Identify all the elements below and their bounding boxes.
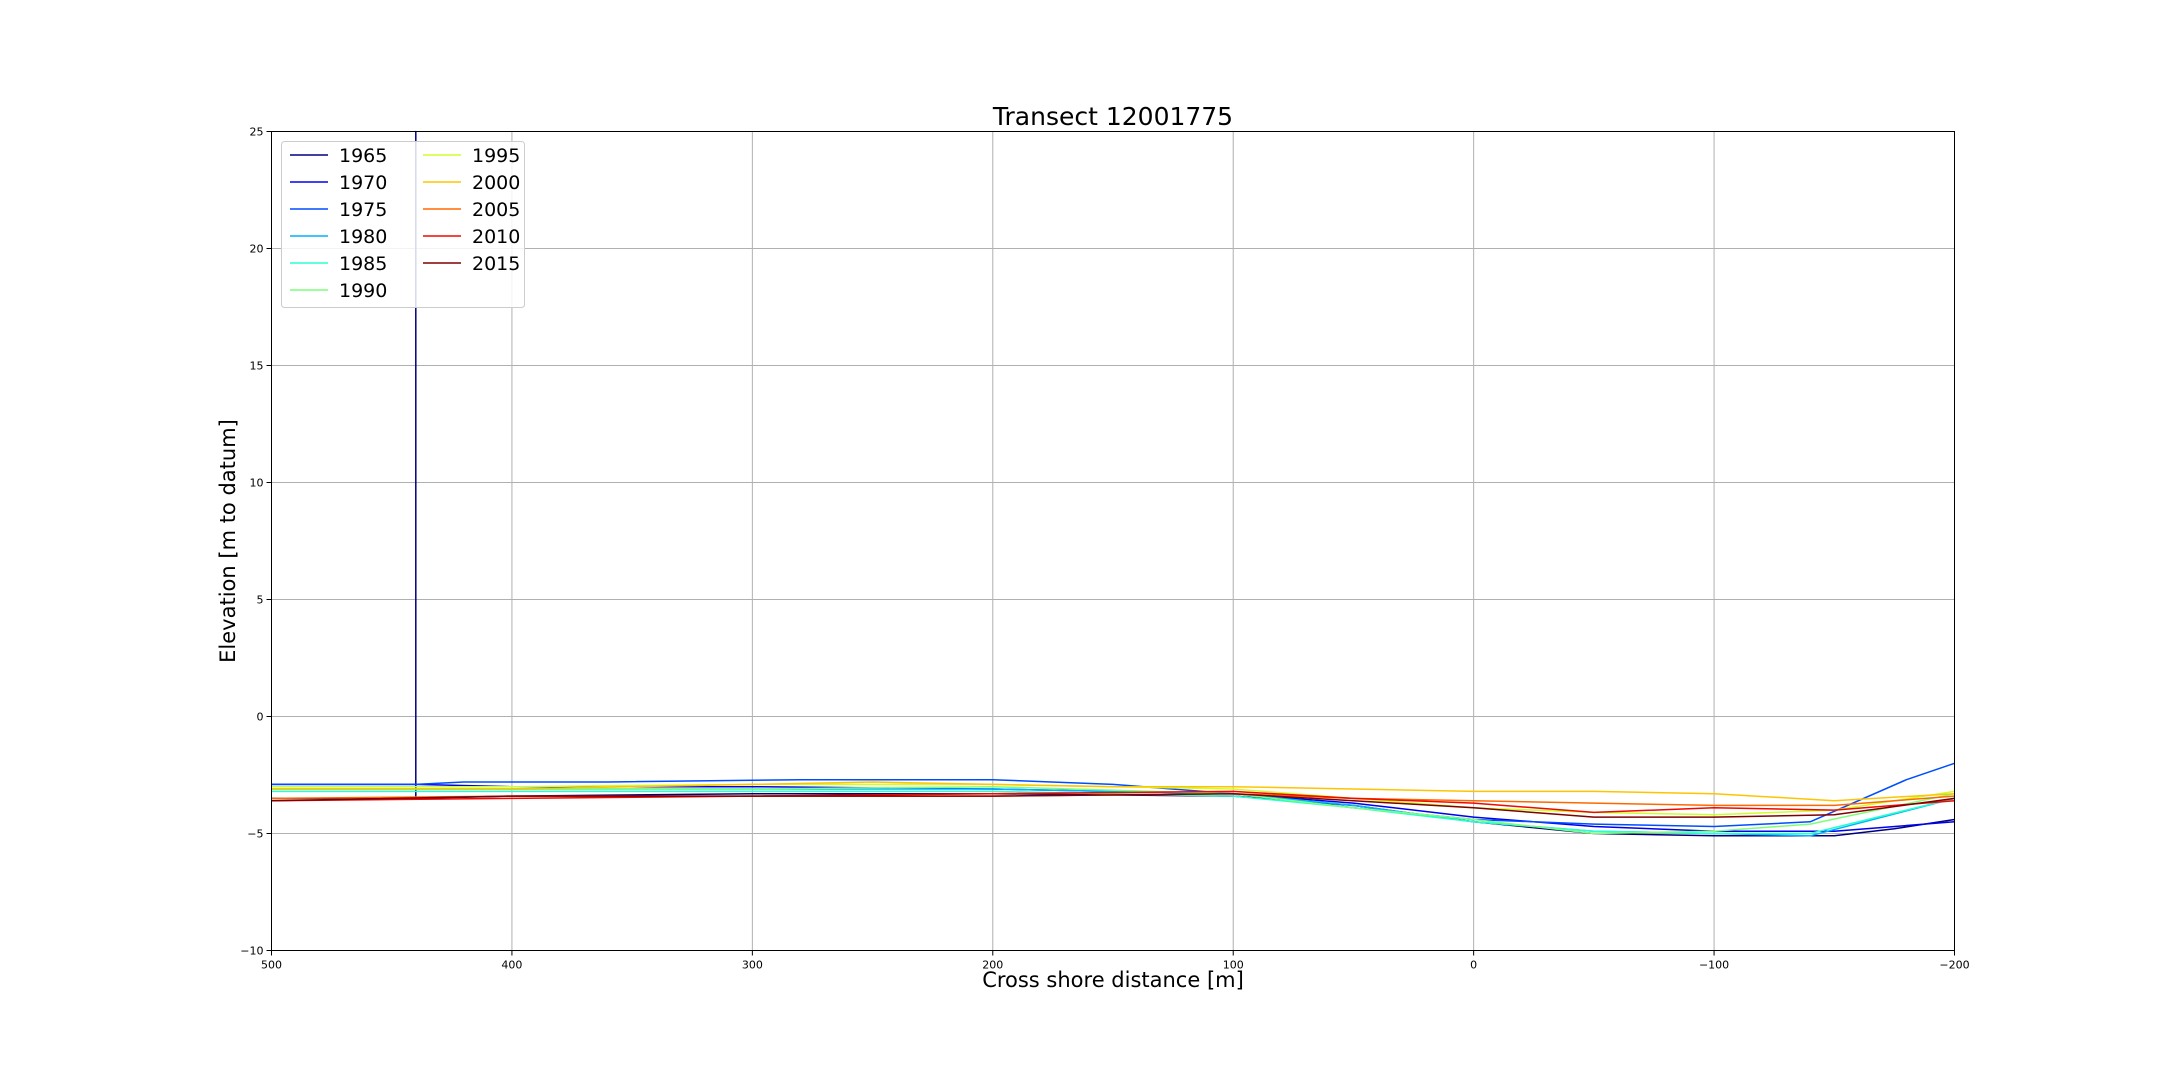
- legend-label: 2015: [472, 253, 520, 275]
- legend-label: 2005: [472, 199, 520, 221]
- x-tick-label: 100: [1223, 959, 1244, 972]
- x-axis-ticks: 500 400 300 200 100 0 −100 −200: [261, 950, 1970, 972]
- y-tick-label: 5: [257, 594, 264, 607]
- plot-area-frame: [271, 131, 1955, 951]
- x-tick-label: −200: [1939, 959, 1969, 972]
- legend-label: 1985: [339, 253, 387, 275]
- x-tick-label: 300: [742, 959, 763, 972]
- y-tick-label: 20: [250, 243, 264, 256]
- x-tick-label: 200: [982, 959, 1003, 972]
- x-tick-label: −100: [1699, 959, 1729, 972]
- y-tick-label: −5: [247, 828, 263, 841]
- series-line-2015: [271, 792, 1955, 818]
- legend-label: 1970: [339, 172, 387, 194]
- y-tick-label: −10: [240, 945, 263, 958]
- legend-label: 1980: [339, 226, 387, 248]
- legend-label: 1975: [339, 199, 387, 221]
- y-axis-label: Elevation [m to datum]: [216, 419, 240, 663]
- series-line-2010: [271, 790, 1955, 814]
- chart-title: Transect 12001775: [992, 102, 1233, 131]
- legend-label: 2000: [472, 172, 520, 194]
- x-tick-label: 0: [1470, 959, 1477, 972]
- y-tick-label: 15: [250, 360, 264, 373]
- series-line-2000: [271, 781, 1955, 802]
- series-line-1990: [271, 785, 1955, 835]
- y-tick-label: 0: [257, 711, 264, 724]
- y-tick-label: 10: [250, 477, 264, 490]
- legend-label: 2010: [472, 226, 520, 248]
- legend-label: 1995: [472, 145, 520, 167]
- x-tick-label: 400: [501, 959, 522, 972]
- x-tick-label: 500: [261, 959, 282, 972]
- legend-label: 1990: [339, 280, 387, 302]
- y-tick-label: 25: [250, 126, 264, 139]
- legend-box: [281, 141, 525, 308]
- y-axis-ticks: −10 −5 0 5 10 15 20 25: [240, 126, 272, 958]
- legend: 1965 1970 1975 1980 1985 1990 1995 2000 2005 2010…: [281, 141, 525, 308]
- x-axis-label: Cross shore distance [m]: [982, 968, 1244, 992]
- series-line-1975: [271, 762, 1955, 828]
- series-lines: [271, 130, 1955, 837]
- legend-label: 1965: [339, 145, 387, 167]
- series-line-1985: [271, 790, 1955, 835]
